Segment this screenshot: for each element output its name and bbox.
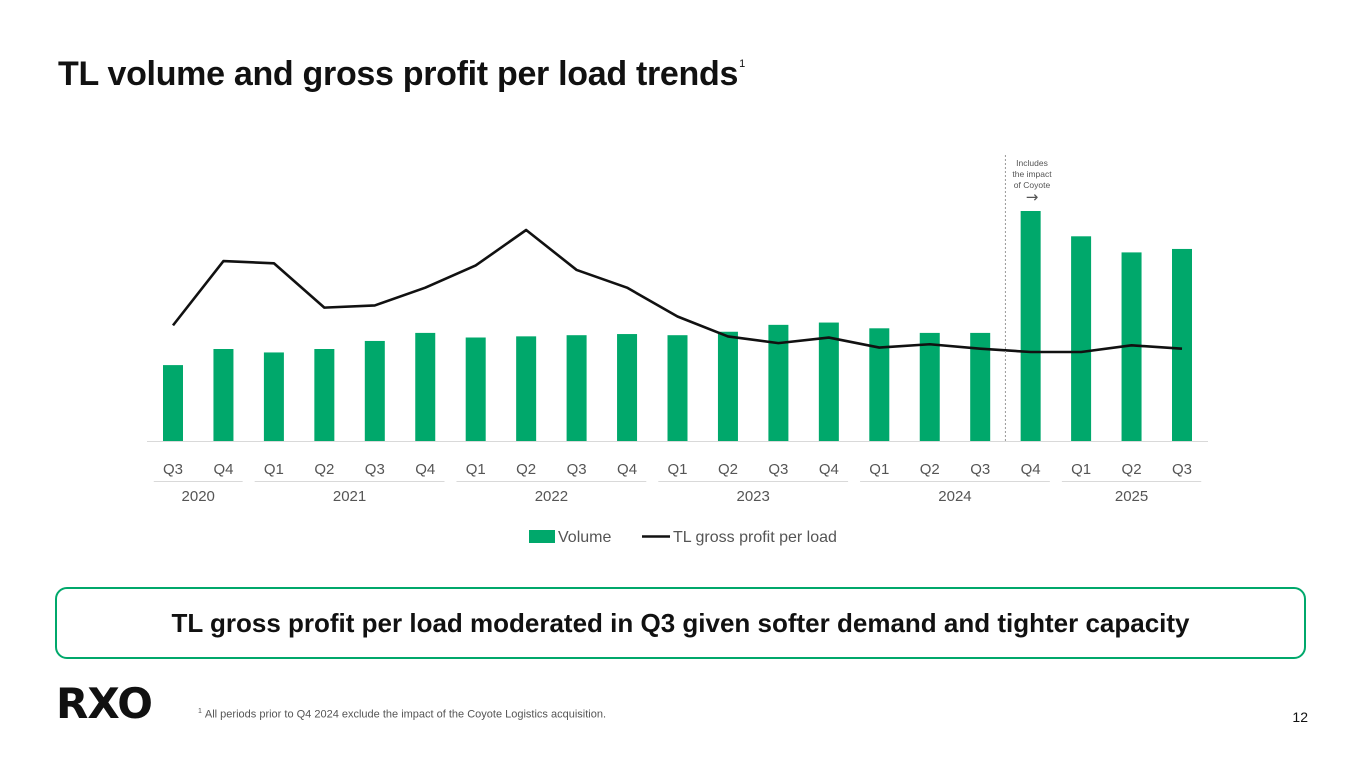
volume-bar [364,340,385,441]
quarter-tick-label: Q1 [264,461,284,478]
volume-bar [768,324,789,441]
slide-title-text: TL volume and gross profit per load tren… [58,55,739,93]
year-label: 2020 [182,488,215,505]
quarter-tick-label: Q3 [1172,461,1192,478]
year-label: 2025 [1115,488,1148,505]
volume-bar [970,332,991,441]
volume-bar [1020,211,1041,441]
annotation-text: the impact [1012,169,1052,179]
page-number: 12 [1292,709,1308,725]
quarter-tick-label: Q1 [869,461,889,478]
volume-bar [163,365,183,441]
year-label: 2023 [736,488,769,505]
footnote-text: All periods prior to Q4 2024 exclude the… [204,708,607,721]
volume-bar [516,336,537,441]
annotation-text: Includes [1016,158,1048,168]
annotation-arrow-icon: → [1026,188,1039,206]
legend-label-volume: Volume [558,529,611,546]
footnote: 1 All periods prior to Q4 2024 exclude th… [198,708,606,721]
volume-bar [1121,252,1142,441]
volume-bar [213,349,234,441]
volume-gp-chart: Q3 Q4 Q1 Q2 Q3 Q4 Q1 Q2 Q3 Q4 Q1 Q2 Q3 Q4 Q1 Q2 Q3 Q4 Q1 Q2… [147,155,1208,546]
quarter-tick-label: Q2 [1122,461,1142,478]
quarter-tick-label: Q1 [1071,461,1091,478]
quarter-tick-label: Q3 [365,461,385,478]
quarter-tick-label: Q2 [314,461,334,478]
quarter-tick-label: Q4 [819,461,839,478]
quarter-tick-label: Q3 [768,461,788,478]
quarter-tick-label: Q4 [415,461,435,478]
volume-bar [818,322,839,441]
callout-box: TL gross profit per load moderated in Q3… [55,587,1306,659]
year-label: 2024 [938,488,971,505]
quarter-tick-label: Q1 [466,461,486,478]
quarter-tick-label: Q1 [667,461,687,478]
footnote-marker: 1 [198,708,202,715]
volume-bar [465,337,486,441]
quarter-tick-label: Q3 [163,461,183,478]
volume-bar [415,332,436,441]
quarter-tick-label: Q4 [1021,461,1041,478]
year-label: 2022 [535,488,568,505]
title-footnote-marker: 1 [739,57,745,70]
volume-bar [717,331,738,441]
rxo-logo: RXO [56,679,153,728]
volume-bar [263,352,284,441]
volume-bar [919,332,940,441]
legend-swatch-volume [529,530,555,543]
quarter-tick-label: Q2 [516,461,536,478]
quarter-tick-label: Q3 [970,461,990,478]
quarter-tick-label: Q4 [213,461,233,478]
volume-bar [667,335,688,441]
quarter-tick-label: Q3 [567,461,587,478]
legend-label-gp: TL gross profit per load [673,529,837,546]
volume-bar [1172,248,1192,441]
volume-bar [314,349,335,441]
volume-bar [617,334,638,441]
volume-bar [869,328,890,441]
quarter-tick-label: Q2 [718,461,738,478]
slide-title: TL volume and gross profit per load tren… [58,55,745,94]
annotation-text: of Coyote [1014,180,1051,190]
volume-bar [566,335,587,441]
quarter-tick-label: Q4 [617,461,637,478]
callout-text: TL gross profit per load moderated in Q3… [171,607,1190,638]
quarter-tick-label: Q2 [920,461,940,478]
volume-bar [1071,236,1092,441]
year-label: 2021 [333,488,366,505]
